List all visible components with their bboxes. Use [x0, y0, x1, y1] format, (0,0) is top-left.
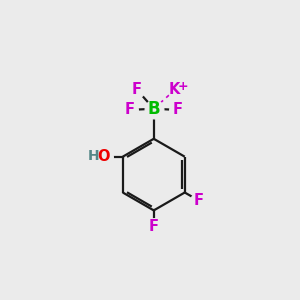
- Text: O: O: [98, 149, 110, 164]
- Point: [127, 107, 132, 112]
- Text: K: K: [169, 82, 180, 97]
- Text: H: H: [88, 148, 99, 163]
- Text: F: F: [173, 102, 183, 117]
- Text: F: F: [131, 82, 141, 97]
- Text: B: B: [147, 100, 160, 118]
- Point: [152, 224, 156, 229]
- Point: [176, 107, 180, 112]
- Point: [173, 87, 178, 92]
- Text: F: F: [149, 219, 159, 234]
- Point: [101, 154, 106, 159]
- Point: [152, 106, 156, 111]
- Point: [134, 87, 139, 92]
- Text: F: F: [124, 102, 134, 117]
- Text: F: F: [194, 193, 204, 208]
- Text: +: +: [178, 80, 189, 93]
- Point: [196, 198, 201, 203]
